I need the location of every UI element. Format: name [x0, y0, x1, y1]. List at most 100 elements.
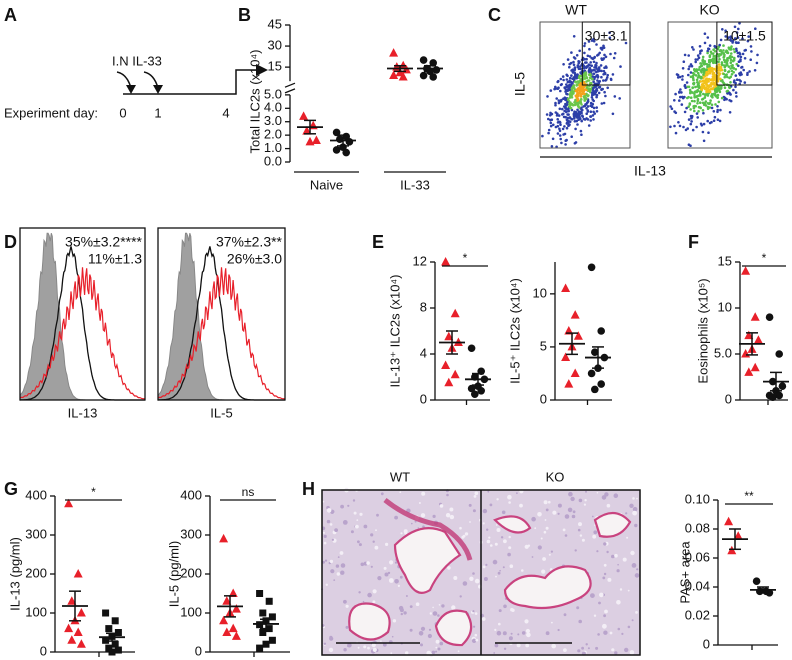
tissue-texture [322, 500, 325, 503]
flow-event [697, 82, 700, 85]
tissue-texture [603, 563, 607, 567]
tissue-texture [488, 536, 491, 539]
flow-event [556, 118, 559, 121]
flow-event [717, 63, 721, 66]
tissue-texture [414, 520, 417, 523]
flow-event [577, 110, 581, 113]
tissue-texture [340, 504, 344, 509]
tissue-texture [472, 610, 475, 613]
flow-event [588, 47, 591, 51]
tissue-texture [437, 614, 440, 617]
tissue-texture [634, 523, 638, 528]
data-point [564, 379, 574, 388]
flow-event [595, 43, 598, 46]
flow-event [578, 65, 582, 68]
tissue-texture [329, 559, 334, 564]
tissue-texture [376, 513, 379, 517]
flow-event [546, 95, 549, 98]
flow-event [585, 117, 588, 120]
flow-event [689, 108, 692, 111]
flow-event [589, 72, 592, 76]
flow-event [557, 114, 561, 117]
flow-event [708, 90, 711, 93]
y-tick-label: 300 [25, 526, 47, 541]
axis-break [284, 88, 296, 94]
flow-event [567, 113, 570, 116]
flow-event [570, 87, 574, 90]
flow-event [682, 60, 686, 63]
flow-event [726, 89, 730, 93]
tissue-texture [405, 651, 409, 655]
data-point [587, 369, 596, 378]
flow-event [699, 122, 703, 126]
tissue-texture [446, 493, 449, 497]
flow-event [549, 118, 552, 122]
flow-event [593, 66, 596, 69]
flow-event [694, 85, 697, 89]
data-point [467, 344, 476, 353]
flow-event [699, 76, 702, 80]
flow-event [585, 97, 588, 101]
flow-event [612, 56, 616, 60]
axis-break [284, 82, 296, 88]
tissue-texture [501, 510, 506, 515]
data-point [741, 349, 751, 358]
tissue-texture [596, 491, 599, 494]
tissue-texture [462, 581, 468, 586]
flow-event [729, 58, 733, 62]
flow-event [602, 44, 605, 48]
flow-event [578, 49, 581, 53]
flow-event [728, 76, 731, 80]
flow-event [554, 103, 557, 107]
flow-event [573, 117, 576, 120]
tissue-texture [323, 541, 327, 545]
tissue-texture [347, 645, 349, 647]
flow-event [716, 110, 719, 114]
y-tick-label: 1.0 [264, 140, 282, 155]
flow-event [697, 56, 701, 60]
flow-event [673, 99, 676, 102]
tissue-texture [616, 600, 621, 605]
gate [581, 21, 631, 86]
x-axis-label: IL-13 [634, 163, 666, 179]
tissue-texture [563, 648, 567, 652]
tissue-texture [578, 498, 583, 503]
y-tick-label: 10 [718, 299, 732, 314]
flow-event [681, 78, 684, 81]
flow-event [585, 107, 588, 110]
flow-event [592, 86, 595, 90]
flow-event [729, 38, 732, 42]
tissue-texture [374, 545, 379, 550]
flow-event [720, 86, 723, 90]
flow-event [701, 83, 704, 87]
stat-label: 35%±3.2**** [65, 234, 143, 250]
tissue-texture [500, 536, 504, 539]
flow-event [582, 75, 585, 79]
flow-event [708, 44, 712, 47]
data-point [228, 588, 238, 597]
flow-event [611, 73, 615, 76]
flow-event [586, 79, 590, 82]
tissue-texture [403, 611, 407, 615]
tissue-texture [370, 565, 373, 568]
flow-event [723, 68, 727, 72]
tissue-texture [593, 530, 598, 535]
y-tick-label: 10 [533, 285, 547, 300]
flow-event [549, 89, 553, 92]
data-point [76, 639, 86, 648]
flow-event [687, 118, 691, 121]
flow-event [734, 91, 738, 94]
flow-event [590, 96, 594, 99]
arrow-head [153, 85, 163, 94]
y-tick-label: 0 [40, 643, 47, 658]
stat-label: 37%±2.3** [216, 234, 283, 250]
y-tick-label: 0.02 [685, 607, 710, 622]
tissue-texture [576, 606, 580, 610]
data-point [765, 313, 774, 322]
tissue-texture [527, 544, 531, 547]
flow-event [591, 77, 594, 81]
flow-event [583, 51, 586, 55]
flow-event [569, 117, 572, 120]
stat-label: 11%±1.3 [88, 251, 142, 267]
flow-event [689, 144, 692, 147]
